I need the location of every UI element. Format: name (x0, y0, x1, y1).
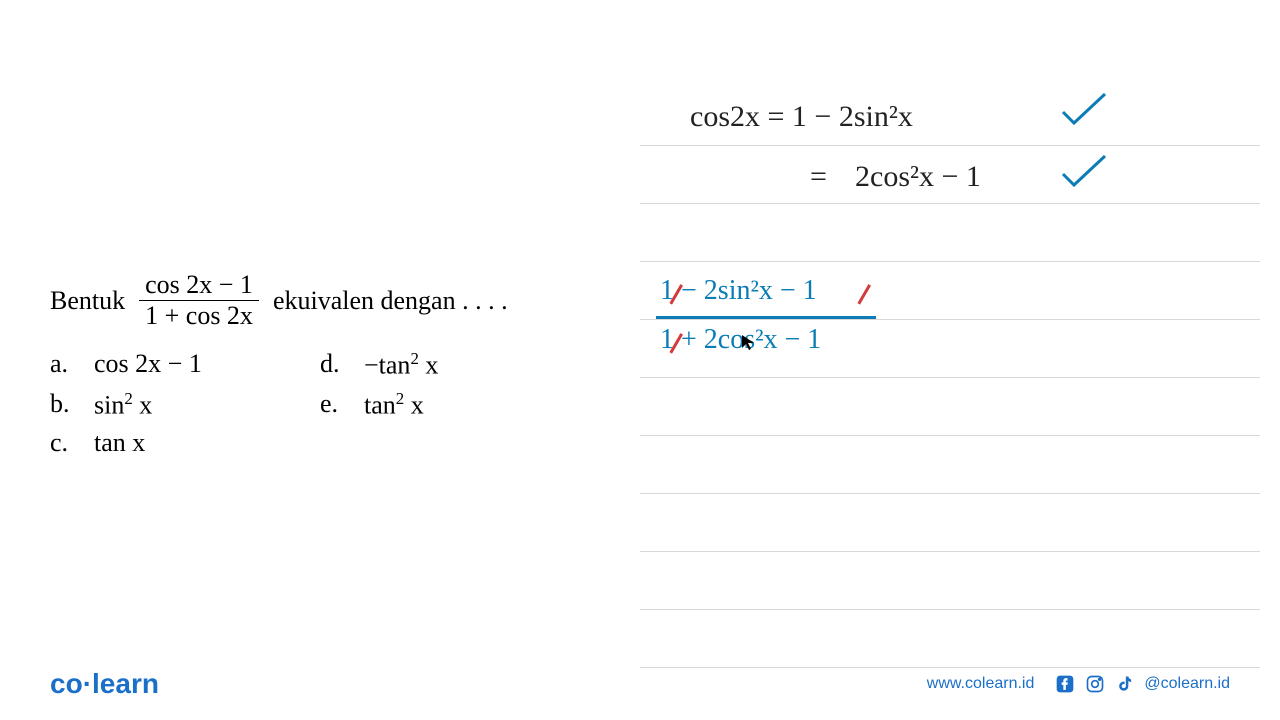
option-d-label: d. (320, 349, 346, 381)
cursor-icon (740, 333, 758, 351)
question-panel: Bentuk cos 2x − 1 1 + cos 2x ekuivalen d… (50, 270, 610, 458)
check-icon (1060, 90, 1108, 128)
option-e: e. tan2 x (320, 389, 590, 421)
facebook-icon (1054, 673, 1076, 695)
question-suffix: ekuivalen dengan . . . . (273, 286, 508, 316)
option-a-text: cos 2x − 1 (94, 349, 202, 381)
question-fraction: cos 2x − 1 1 + cos 2x (139, 270, 259, 331)
ruled-line (640, 377, 1260, 378)
ruled-line (640, 435, 1260, 436)
strike-icon (857, 284, 870, 304)
option-e-label: e. (320, 389, 346, 421)
question-prefix: Bentuk (50, 286, 125, 316)
ruled-line (640, 319, 1260, 320)
option-b: b. sin2 x (50, 389, 320, 421)
ruled-line (640, 261, 1260, 262)
question-text: Bentuk cos 2x − 1 1 + cos 2x ekuivalen d… (50, 270, 610, 331)
option-d: d. −tan2 x (320, 349, 590, 381)
ruled-line (640, 493, 1260, 494)
ruled-line (640, 609, 1260, 610)
hw-identity-2: 2cos²x − 1 (855, 160, 981, 194)
hw-equals: = (810, 160, 827, 194)
logo-left: co (50, 668, 83, 699)
ruled-line (640, 203, 1260, 204)
tiktok-icon (1114, 673, 1136, 695)
ruled-line (640, 145, 1260, 146)
option-d-text: −tan2 x (364, 349, 438, 381)
option-e-text: tan2 x (364, 389, 424, 421)
check-icon (1060, 152, 1108, 190)
footer-url: www.colearn.id (927, 675, 1035, 693)
footer-handle: @colearn.id (1144, 675, 1230, 693)
hw-frac-bar (656, 316, 876, 319)
option-a: a. cos 2x − 1 (50, 349, 320, 381)
option-c-text: tan x (94, 428, 145, 458)
logo-dot: · (83, 668, 92, 699)
option-b-text: sin2 x (94, 389, 152, 421)
workings-panel: cos2x = 1 − 2sin²x = 2cos²x − 1 1 − 2sin… (640, 80, 1260, 660)
footer-right: www.colearn.id @colearn.id (927, 673, 1230, 695)
option-b-label: b. (50, 389, 76, 421)
options-grid: a. cos 2x − 1 d. −tan2 x b. sin2 x e. ta… (50, 349, 610, 458)
option-c: c. tan x (50, 428, 320, 458)
hw-frac-num: 1 − 2sin²x − 1 (660, 275, 817, 307)
instagram-icon (1084, 673, 1106, 695)
fraction-denominator: 1 + cos 2x (139, 301, 259, 331)
brand-logo: co·learn (50, 668, 159, 700)
option-c-label: c. (50, 428, 76, 458)
ruled-line (640, 551, 1260, 552)
hw-identity-1: cos2x = 1 − 2sin²x (690, 100, 913, 134)
logo-right: learn (92, 668, 159, 699)
option-a-label: a. (50, 349, 76, 381)
social-row: @colearn.id (1054, 673, 1230, 695)
footer: co·learn www.colearn.id @colearn.id (0, 668, 1280, 700)
fraction-numerator: cos 2x − 1 (139, 270, 259, 301)
